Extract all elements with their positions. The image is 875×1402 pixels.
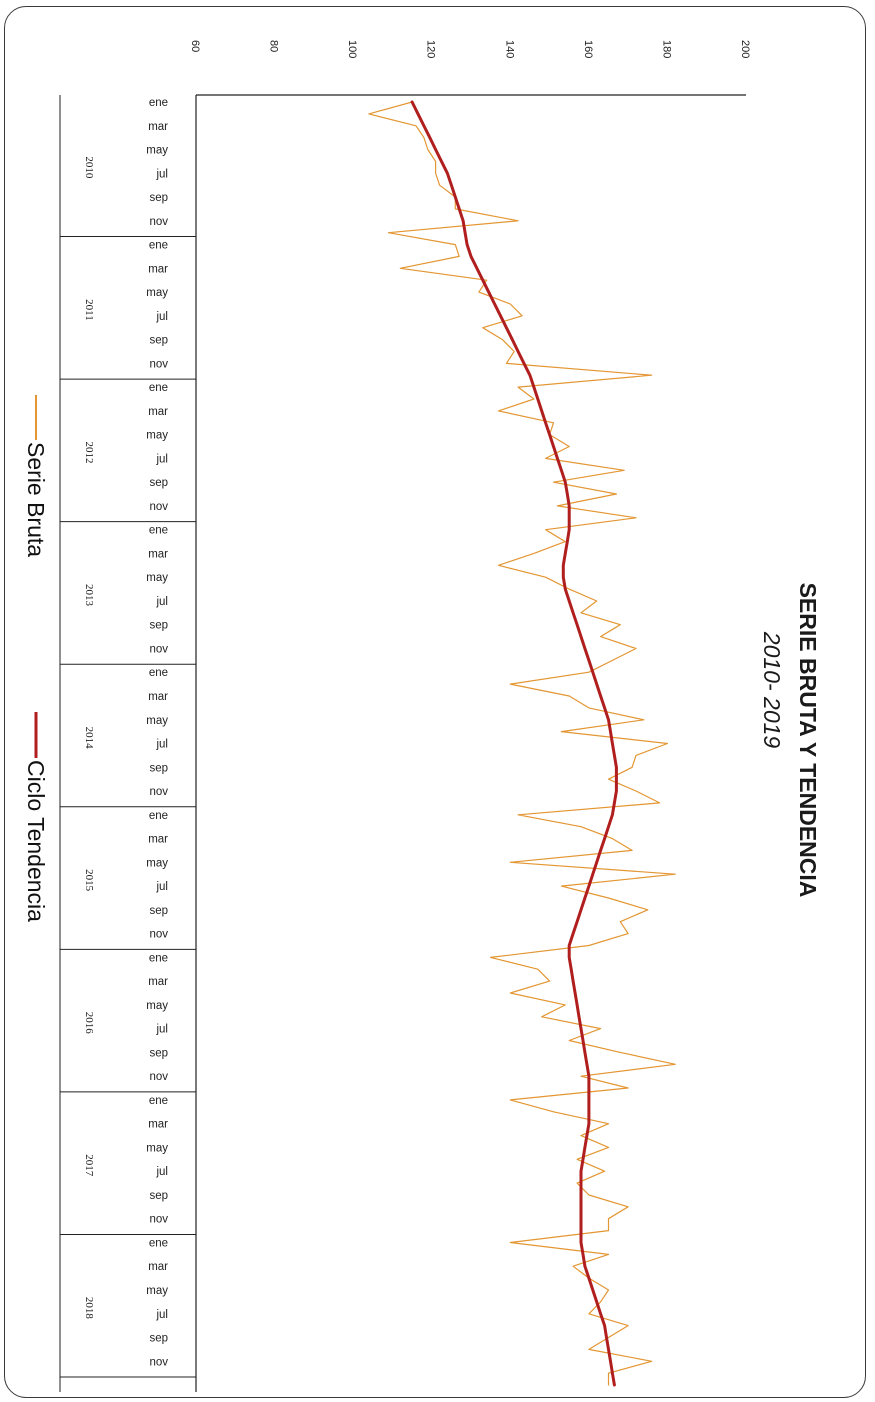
month-tick-label: nov xyxy=(149,929,168,941)
month-labels: ene mar may jul sep nov ene mar may jul sep nov ene m… xyxy=(146,97,168,1368)
year-label: 2013 xyxy=(83,584,95,607)
month-tick-label: jul xyxy=(155,881,168,893)
month-tick-label: nov xyxy=(149,216,168,228)
value-tick-label: 80 xyxy=(268,40,280,52)
month-tick-label: jul xyxy=(155,739,168,751)
value-tick-label: 180 xyxy=(660,40,672,58)
month-tick-label: may xyxy=(146,1000,168,1012)
month-tick-label: ene xyxy=(149,240,168,252)
month-tick-label: mar xyxy=(148,976,168,988)
series-line-ciclo-tendencia xyxy=(410,100,618,1387)
year-label: 2012 xyxy=(83,441,95,463)
month-tick-label: ene xyxy=(149,525,168,537)
year-label: 2010 xyxy=(83,156,95,179)
month-tick-label: sep xyxy=(149,477,168,489)
month-tick-label: may xyxy=(146,715,168,727)
chart-subtitle: 2010- 2019 xyxy=(759,631,785,749)
month-tick-label: sep xyxy=(149,762,168,774)
month-tick-label: nov xyxy=(149,786,168,798)
year-label: 2016 xyxy=(83,1012,95,1034)
month-tick-label: ene xyxy=(149,97,168,109)
legend: Serie Bruta Ciclo Tendencia xyxy=(23,395,49,922)
month-tick-label: ene xyxy=(149,1237,168,1249)
month-tick-label: may xyxy=(146,430,168,442)
month-tick-label: ene xyxy=(149,952,168,964)
month-tick-label: may xyxy=(146,1142,168,1154)
month-tick-label: ene xyxy=(149,810,168,822)
month-tick-label: mar xyxy=(148,548,168,560)
month-tick-label: jul xyxy=(155,1309,168,1321)
year-labels: 2010 2011 2012 2013 2014 2015 2016 2017 2018 xyxy=(60,156,196,1378)
month-tick-label: nov xyxy=(149,358,168,370)
month-tick-label: jul xyxy=(155,311,168,323)
value-tick-label: 120 xyxy=(425,40,437,58)
month-tick-label: nov xyxy=(149,1071,168,1083)
legend-label-ciclo-tendencia: Ciclo Tendencia xyxy=(23,760,49,922)
month-tick-label: may xyxy=(146,287,168,299)
month-tick-label: mar xyxy=(148,691,168,703)
year-label: 2014 xyxy=(83,727,95,750)
month-tick-label: mar xyxy=(148,121,168,133)
month-tick-label: sep xyxy=(149,905,168,917)
value-tick-label: 60 xyxy=(189,40,201,52)
month-tick-label: sep xyxy=(149,620,168,632)
month-tick-label: jul xyxy=(155,168,168,180)
month-tick-label: nov xyxy=(149,501,168,513)
month-tick-label: nov xyxy=(149,1356,168,1368)
month-tick-label: nov xyxy=(149,643,168,655)
month-tick-label: ene xyxy=(149,1095,168,1107)
chart-frame xyxy=(4,6,866,1398)
month-tick-label: may xyxy=(146,857,168,869)
chart-title: SERIE BRUTA Y TENDENCIA xyxy=(795,583,821,898)
month-tick-label: ene xyxy=(149,667,168,679)
value-ticks: 60 80 100 120 140 160 180 200 xyxy=(189,40,751,58)
month-tick-label: sep xyxy=(149,1190,168,1202)
month-tick-label: may xyxy=(146,1285,168,1297)
year-label: 2017 xyxy=(83,1154,95,1177)
month-tick-label: nov xyxy=(149,1214,168,1226)
month-tick-label: mar xyxy=(148,834,168,846)
series-lines xyxy=(368,100,676,1387)
month-tick-label: mar xyxy=(148,1261,168,1273)
series-line-serie-bruta xyxy=(368,101,676,1386)
month-tick-label: jul xyxy=(155,1024,168,1036)
year-label: 2011 xyxy=(83,299,95,321)
month-tick-label: jul xyxy=(155,596,168,608)
month-tick-label: sep xyxy=(149,192,168,204)
year-label: 2015 xyxy=(83,869,95,892)
year-label: 2018 xyxy=(83,1297,95,1320)
value-tick-label: 100 xyxy=(346,40,358,58)
month-tick-label: mar xyxy=(148,1119,168,1131)
value-tick-label: 140 xyxy=(503,40,515,58)
month-tick-label: sep xyxy=(149,335,168,347)
legend-label-serie-bruta: Serie Bruta xyxy=(23,442,49,557)
value-tick-label: 160 xyxy=(582,40,594,58)
month-tick-label: mar xyxy=(148,406,168,418)
month-tick-label: jul xyxy=(155,453,168,465)
month-tick-label: may xyxy=(146,572,168,584)
month-tick-label: jul xyxy=(155,1166,168,1178)
value-tick-label: 200 xyxy=(739,40,751,58)
month-tick-label: may xyxy=(146,145,168,157)
month-tick-label: sep xyxy=(149,1047,168,1059)
month-tick-label: sep xyxy=(149,1333,168,1345)
month-tick-label: ene xyxy=(149,382,168,394)
month-tick-label: mar xyxy=(148,263,168,275)
